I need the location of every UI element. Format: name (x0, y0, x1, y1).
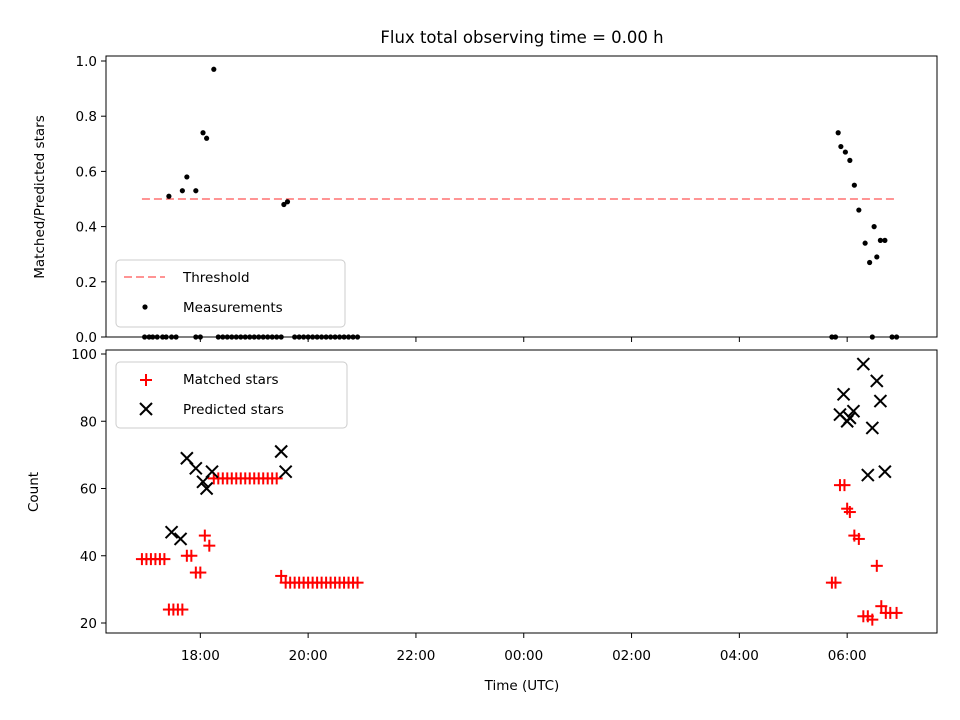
matched-star-point (158, 553, 171, 566)
bottom-y-tick-label: 80 (80, 414, 97, 430)
top-y-axis-label: Matched/Predicted stars (32, 115, 48, 278)
x-tick-label: 04:00 (720, 648, 759, 664)
top-y-ticks: 0.0 0.2 0.4 0.6 0.8 1.0 (76, 54, 106, 346)
top-panel: 0.0 0.2 0.4 0.6 0.8 1.0 Matched/Predicted sta… (32, 54, 938, 346)
matched-star-point (275, 569, 288, 582)
predicted-star-point (189, 461, 203, 476)
measurement-point (166, 193, 172, 199)
bottom-y-tick-label: 40 (80, 549, 97, 565)
predicted-star-point (846, 404, 861, 418)
matched-star-point (270, 472, 283, 485)
bottom-panel-frame (105, 349, 938, 634)
bottom-y-ticks: 20 40 60 80 100 (71, 347, 106, 632)
measurement-point (882, 237, 888, 243)
predicted-star-point (843, 411, 857, 425)
x-tick-label: 18:00 (181, 648, 220, 664)
top-y-tick-label: 0.4 (76, 220, 97, 236)
matched-star-point (351, 576, 364, 589)
measurement-point (851, 182, 857, 188)
bottom-x-ticks: 18:00 20:00 22:00 00:00 02:00 04:00 06:00 (181, 633, 867, 664)
measurement-point (835, 130, 841, 136)
measurement-point (874, 254, 880, 260)
predicted-star-point (164, 525, 179, 539)
x-tick-label: 22:00 (396, 648, 435, 664)
matched-stars-points (135, 472, 903, 626)
matched-star-point (838, 479, 851, 492)
legend-matched-swatch (140, 374, 152, 386)
top-y-tick-label: 0.2 (76, 275, 97, 291)
predicted-star-point (836, 387, 851, 402)
matched-star-point (866, 613, 879, 626)
top-panel-frame (105, 55, 938, 338)
matched-star-point (852, 532, 865, 545)
top-y-tick-label: 1.0 (76, 54, 97, 70)
matched-star-point (176, 603, 189, 616)
predicted-star-point (861, 468, 875, 482)
measurement-point (867, 259, 873, 266)
top-y-tick-label: 0.6 (76, 164, 97, 180)
matched-star-point (890, 606, 903, 619)
bottom-y-tick-label: 100 (71, 347, 97, 363)
measurement-point (847, 157, 853, 163)
predicted-star-point (878, 464, 892, 479)
measurement-point (211, 66, 217, 72)
top-y-tick-label: 0.8 (76, 109, 97, 125)
top-legend-box (115, 259, 346, 328)
legend-predicted-swatch (139, 402, 153, 416)
measurement-point (856, 207, 862, 213)
measurement-point (284, 199, 291, 205)
top-y-tick-label: 0.0 (76, 330, 97, 346)
matched-star-point (870, 559, 883, 572)
predicted-star-point (173, 532, 188, 546)
predicted-star-point (199, 481, 214, 496)
measurement-point (838, 143, 844, 150)
legend-measurements-swatch (142, 304, 148, 310)
x-tick-label: 20:00 (289, 648, 328, 664)
predicted-star-point (856, 357, 871, 371)
bottom-legend: Matched stars Predicted stars (115, 361, 348, 429)
x-axis-label: Time (UTC) (484, 678, 560, 694)
measurement-point (877, 237, 884, 243)
bottom-panel: 20 40 60 80 100 18:00 20:00 22:00 00:00 02:00 04:… (26, 347, 938, 694)
top-legend: Threshold Measurements (115, 259, 346, 328)
predicted-stars-points (164, 357, 892, 546)
measurement-point (842, 149, 848, 155)
measurement-point (281, 201, 287, 208)
bottom-legend-box (115, 361, 348, 429)
matched-star-point (829, 576, 842, 589)
matched-star-point (198, 529, 211, 542)
matched-star-point (194, 566, 207, 579)
measurement-point (184, 174, 190, 180)
x-tick-label: 06:00 (828, 648, 867, 664)
measurement-point (193, 188, 199, 194)
predicted-star-point (873, 394, 888, 408)
legend-predicted-label: Predicted stars (183, 402, 284, 418)
measurement-point (204, 135, 210, 141)
bottom-y-tick-label: 60 (80, 482, 97, 498)
legend-measurements-label: Measurements (183, 300, 283, 316)
measurement-point (200, 130, 206, 136)
legend-matched-label: Matched stars (183, 372, 279, 388)
predicted-star-point (205, 464, 219, 479)
x-tick-label: 00:00 (504, 648, 543, 664)
matched-star-point (203, 539, 216, 552)
measurement-point (179, 188, 185, 194)
measurement-point (862, 240, 868, 246)
chart-title: Flux total observing time = 0.00 h (380, 28, 663, 47)
predicted-star-point (865, 421, 880, 435)
matched-star-point (185, 549, 198, 562)
predicted-star-point (278, 464, 293, 479)
measurement-point (871, 224, 877, 230)
bottom-y-axis-label: Count (26, 472, 42, 512)
matched-star-point (875, 600, 888, 613)
x-tick-label: 02:00 (612, 648, 651, 664)
bottom-y-tick-label: 20 (80, 616, 97, 632)
predicted-star-point (870, 374, 884, 388)
predicted-star-point (274, 444, 288, 459)
legend-threshold-label: Threshold (182, 270, 250, 286)
matched-star-point (843, 506, 856, 519)
